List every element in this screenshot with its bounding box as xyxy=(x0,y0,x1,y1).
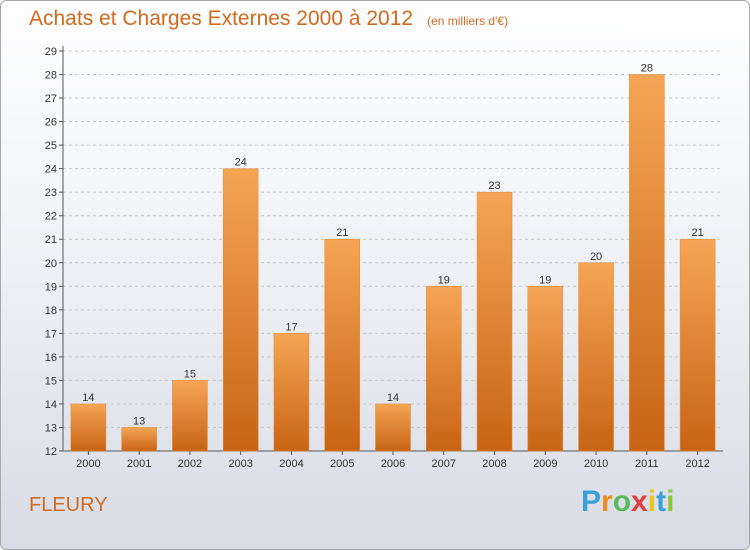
data-label: 28 xyxy=(641,63,653,75)
x-tick-label: 2002 xyxy=(178,458,202,470)
proxiti-logo: Proxiti xyxy=(581,485,674,519)
y-tick-label: 25 xyxy=(45,140,57,152)
y-tick-label: 15 xyxy=(45,375,57,387)
bar-2004 xyxy=(273,333,310,452)
data-label: 14 xyxy=(82,392,94,404)
x-tick-label: 2009 xyxy=(533,458,557,470)
data-label: 24 xyxy=(235,157,247,169)
bar-2007 xyxy=(426,286,462,452)
bar-2006 xyxy=(375,403,411,452)
y-tick-label: 18 xyxy=(45,305,57,317)
title-text: Achats et Charges Externes 2000 à 2012 xyxy=(29,7,414,30)
bar-2009 xyxy=(527,286,564,452)
y-tick-label: 22 xyxy=(45,211,57,223)
data-label: 19 xyxy=(539,274,551,286)
logo-letter: i xyxy=(647,485,657,518)
x-tick-label: 2005 xyxy=(330,458,354,470)
logo-letter: P xyxy=(581,485,602,518)
data-label: 19 xyxy=(438,274,450,286)
bar-2005 xyxy=(324,238,360,452)
x-tick-label: 2003 xyxy=(228,458,252,470)
x-tick-label: 2004 xyxy=(279,458,303,470)
bar-2003 xyxy=(222,168,259,452)
logo-letter: x xyxy=(631,485,648,518)
data-label: 17 xyxy=(285,321,297,333)
x-tick-label: 2006 xyxy=(381,458,405,470)
label-layer: 14 13 15 24 17 21 14 19 23 19 20 28 21 xyxy=(82,63,703,428)
y-tick-label: 27 xyxy=(45,93,57,105)
town-name: FLEURY xyxy=(29,494,108,516)
y-tick-label: 26 xyxy=(45,117,57,129)
x-tick-label: 2000 xyxy=(76,458,100,470)
y-tick-label: 29 xyxy=(45,46,57,58)
axis-layer: 12 13 14 15 16 17 18 19 20 21 22 23 24 25 26 27 28 29 2000… xyxy=(45,46,723,470)
y-tick-label: 23 xyxy=(45,187,57,199)
data-label: 21 xyxy=(691,227,703,239)
y-tick-label: 21 xyxy=(45,234,57,246)
x-tick-label: 2007 xyxy=(432,458,456,470)
bar-2002 xyxy=(172,380,208,452)
y-tick-label: 17 xyxy=(45,328,57,340)
data-label: 13 xyxy=(133,415,145,427)
bar-2000 xyxy=(70,403,107,452)
y-tick-label: 28 xyxy=(45,70,57,82)
x-tick-label: 2001 xyxy=(127,458,151,470)
data-label: 21 xyxy=(336,227,348,239)
logo-letter: i xyxy=(666,485,675,518)
logo-letter: o xyxy=(612,485,632,518)
bar-layer xyxy=(70,74,716,452)
logo-letter: r xyxy=(601,485,613,518)
data-label: 20 xyxy=(590,251,602,263)
x-tick-label: 2008 xyxy=(482,458,506,470)
bar-2001 xyxy=(121,427,157,452)
x-tick-label: 2011 xyxy=(635,458,659,470)
bar-2010 xyxy=(578,262,614,452)
data-label: 23 xyxy=(488,180,500,192)
title-unit: (en milliers d'€) xyxy=(427,14,509,28)
y-tick-label: 19 xyxy=(45,281,57,293)
y-tick-label: 13 xyxy=(45,422,57,434)
y-tick-label: 24 xyxy=(45,164,57,176)
chart-title: Achats et Charges Externes 2000 à 2012 (e… xyxy=(29,7,508,31)
bar-2011 xyxy=(629,74,665,452)
data-label: 15 xyxy=(184,368,196,380)
y-tick-label: 16 xyxy=(45,352,57,364)
x-tick-label: 2012 xyxy=(685,458,709,470)
data-label: 14 xyxy=(387,392,399,404)
y-tick-label: 12 xyxy=(45,446,57,458)
bar-2012 xyxy=(679,238,716,452)
y-tick-label: 14 xyxy=(45,399,57,411)
bar-2008 xyxy=(476,191,513,452)
y-tick-label: 20 xyxy=(45,258,57,270)
x-tick-label: 2010 xyxy=(584,458,608,470)
logo-letter: t xyxy=(656,485,667,518)
